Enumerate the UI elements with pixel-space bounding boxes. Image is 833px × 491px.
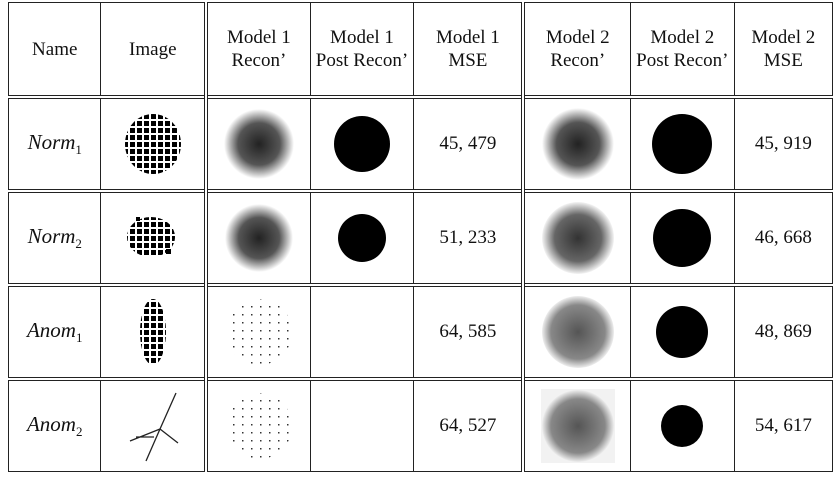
name-cell: Anom2 (7, 377, 102, 472)
header-text: Name (32, 38, 78, 60)
name-subscript: 1 (75, 141, 82, 157)
image-cell (100, 283, 209, 380)
image-cell (309, 189, 415, 286)
name-subscript: 2 (75, 235, 82, 251)
image (661, 405, 704, 447)
image (129, 392, 179, 462)
table-row: Norm2 51, 233 46, 668 (7, 189, 833, 286)
name-cell: Anom1 (7, 283, 102, 380)
column-header: Model 2 Recon’ (522, 2, 632, 98)
image (224, 204, 293, 272)
header-text: Model 2 MSE (751, 27, 816, 71)
name-subscript: 2 (75, 423, 83, 439)
image-cell (630, 283, 735, 380)
image (225, 299, 292, 365)
mse-value: 64, 527 (439, 415, 497, 436)
image-cell (630, 377, 735, 472)
name-text: Anom (26, 318, 76, 343)
name-text: Norm (27, 224, 76, 249)
mse-cell: 64, 527 (413, 377, 526, 472)
mse-cell: 54, 617 (733, 377, 833, 472)
column-header: Model 1 Recon’ (205, 2, 311, 98)
image (124, 114, 181, 174)
image (223, 109, 294, 179)
image (337, 214, 386, 262)
image-cell (205, 95, 311, 192)
image-cell (309, 377, 415, 472)
image-cell (522, 95, 632, 192)
image-cell (522, 189, 632, 286)
image-cell (205, 283, 311, 380)
column-header: Image (100, 2, 209, 98)
table-row: Anom1 64, 585 48, 869 (7, 283, 833, 380)
image (540, 389, 615, 463)
column-header: Name (7, 2, 102, 98)
name-text: Norm (27, 130, 76, 155)
column-header: Model 2 Post Recon’ (630, 2, 735, 98)
image (333, 116, 390, 172)
image-cell (630, 95, 735, 192)
image (653, 209, 712, 267)
mse-value: 45, 479 (439, 133, 497, 154)
table-row: Norm1 45, 479 45, 919 (7, 95, 833, 192)
image-cell (205, 377, 311, 472)
mse-cell: 45, 479 (413, 95, 526, 192)
image (541, 296, 614, 368)
name-cell: Norm1 (7, 95, 102, 192)
image-cell (522, 283, 632, 380)
header-text: Model 1 Post Recon’ (315, 27, 409, 71)
image-cell (100, 377, 209, 472)
mse-value: 45, 919 (754, 133, 812, 154)
image-cell (100, 189, 209, 286)
mse-value: 54, 617 (754, 415, 812, 436)
column-header: Model 1 Post Recon’ (309, 2, 415, 98)
mse-cell: 46, 668 (733, 189, 833, 286)
image (225, 393, 292, 459)
image (139, 299, 166, 365)
image (126, 217, 175, 257)
header-text: Model 1 Recon’ (226, 27, 291, 71)
mse-value: 48, 869 (754, 321, 812, 342)
image (656, 306, 709, 358)
header-text: Model 2 Recon’ (545, 27, 610, 71)
image (541, 108, 614, 180)
image-cell (205, 189, 311, 286)
mse-cell: 45, 919 (733, 95, 833, 192)
image-cell (522, 377, 632, 472)
column-header: Model 1 MSE (413, 2, 526, 98)
table-row: Anom2 64, 527 54, 617 (7, 377, 833, 472)
image-cell (309, 95, 415, 192)
mse-cell: 51, 233 (413, 189, 526, 286)
header-text: Model 2 Post Recon’ (636, 27, 729, 71)
mse-value: 64, 585 (439, 321, 497, 342)
name-subscript: 1 (75, 329, 83, 345)
image (652, 114, 713, 174)
results-table: Name Image Model 1 Recon’ Model 1 Post Reco… (7, 2, 833, 472)
header-text: Model 1 MSE (435, 27, 500, 71)
mse-value: 46, 668 (754, 227, 812, 248)
image-cell (630, 189, 735, 286)
mse-cell: 64, 585 (413, 283, 526, 380)
column-header: Model 2 MSE (733, 2, 833, 98)
mse-value: 51, 233 (439, 227, 497, 248)
image (541, 202, 614, 274)
image-cell (309, 283, 415, 380)
name-cell: Norm2 (7, 189, 102, 286)
name-text: Anom (26, 412, 76, 437)
mse-cell: 48, 869 (733, 283, 833, 380)
header-text: Image (129, 38, 177, 60)
image-cell (100, 95, 209, 192)
